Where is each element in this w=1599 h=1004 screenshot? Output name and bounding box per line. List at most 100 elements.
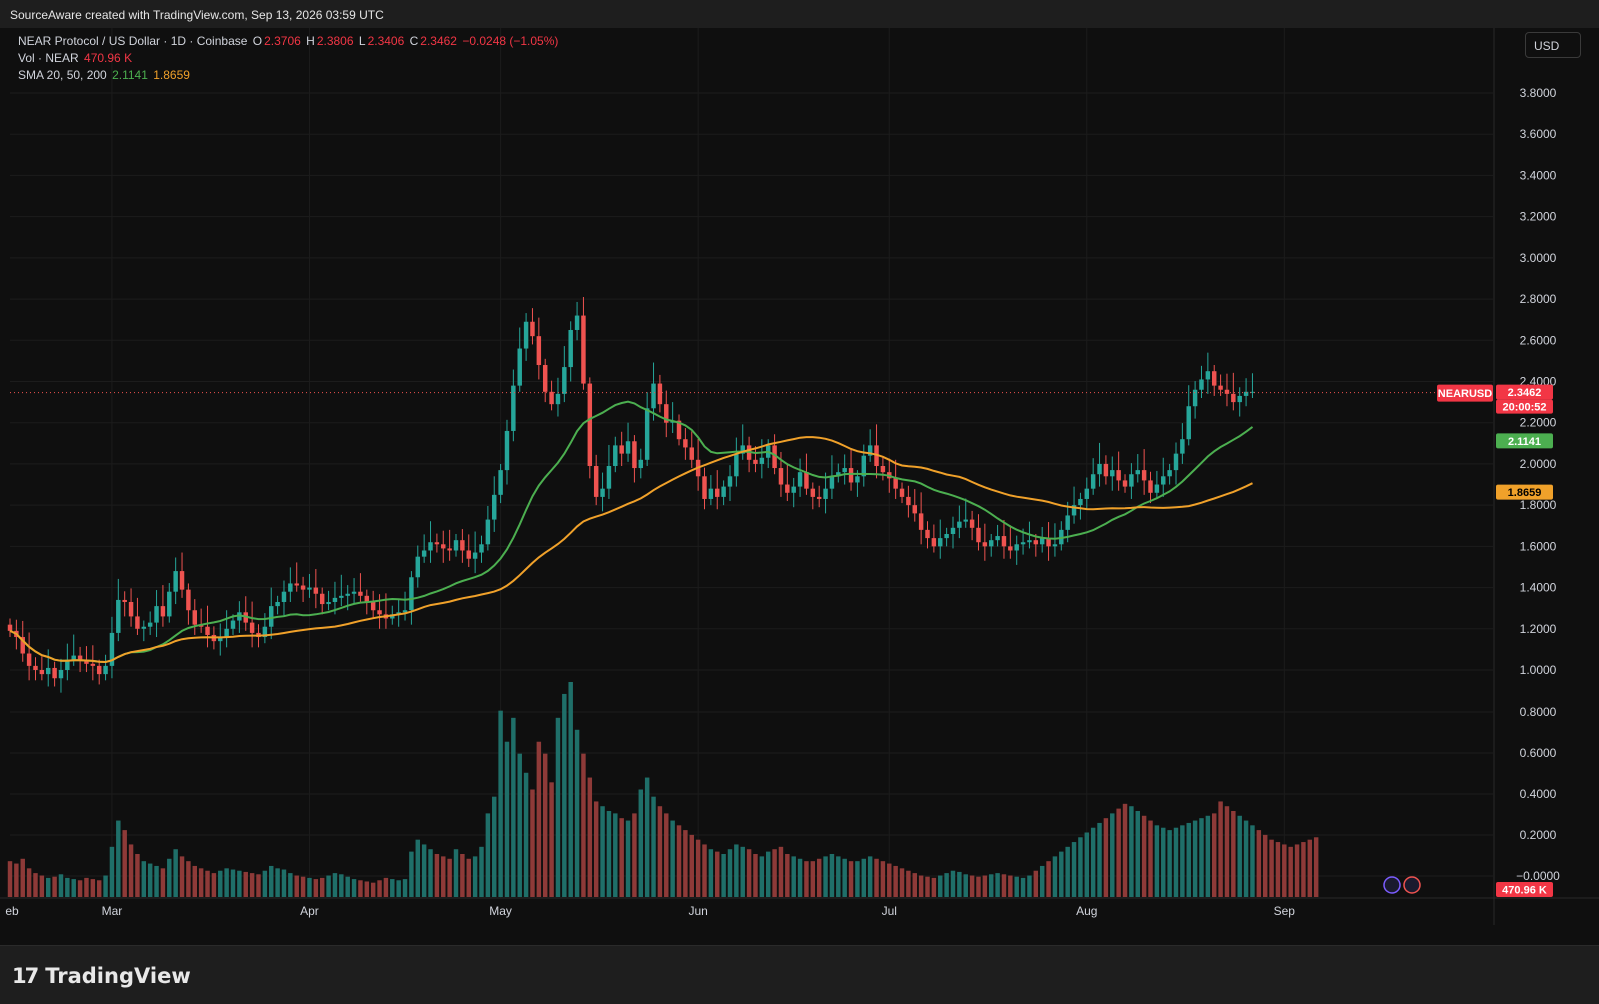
legend-volume-value: 470.96 K xyxy=(84,51,133,65)
candle-body xyxy=(600,488,605,497)
candle-body xyxy=(1039,538,1045,545)
y-tick-label: 0.4000 xyxy=(1520,787,1557,801)
volume-bar xyxy=(906,870,911,897)
volume-bar xyxy=(1033,870,1039,897)
candle-body xyxy=(925,529,930,539)
legend-sma-row: SMA 20, 50, 200 2.1141 1.8659 xyxy=(18,68,192,82)
volume-bar xyxy=(950,870,956,897)
volume-bar xyxy=(332,873,338,897)
y-axis-labels: 3.8000 3.6000 3.4000 3.2000 3.0000 2.8000 2.60… xyxy=(1516,86,1560,883)
candle-body xyxy=(797,472,803,487)
candle-body xyxy=(1173,453,1179,471)
volume-bar xyxy=(536,741,542,897)
volume-bar xyxy=(721,854,726,897)
candle-body xyxy=(842,468,847,473)
candle-body xyxy=(651,383,656,409)
tradingview-brand[interactable]: 17 TradingView xyxy=(12,964,191,988)
candle-body xyxy=(1020,542,1026,545)
candle-body xyxy=(689,447,694,460)
candle-body xyxy=(96,665,102,675)
volume-bar xyxy=(351,879,357,897)
legend-open-label: O xyxy=(252,34,263,48)
volume-bar xyxy=(26,868,32,897)
candle-body xyxy=(460,540,465,551)
volume-bar xyxy=(1313,837,1319,897)
volume-bar xyxy=(727,849,733,897)
candle-body xyxy=(581,315,586,384)
symbol-badge-text: NEARUSD xyxy=(1438,388,1492,400)
candle-body xyxy=(218,637,223,642)
volume-bar xyxy=(504,741,510,897)
candle-body xyxy=(683,439,688,448)
candle-body xyxy=(147,622,153,627)
volume-bar xyxy=(415,839,421,897)
footer-bar: 17 TradingView xyxy=(0,945,1599,1004)
volume-bar xyxy=(581,753,586,897)
volume-bar xyxy=(135,854,140,897)
candle-body xyxy=(1078,498,1083,506)
candle-body xyxy=(77,655,83,660)
candle-body xyxy=(606,465,612,489)
candle-body xyxy=(587,383,593,466)
legend-close-value: 2.3462 xyxy=(420,34,457,48)
candle-body xyxy=(402,610,408,613)
candle-body xyxy=(466,550,471,559)
candle-body xyxy=(65,659,70,670)
candle-body xyxy=(912,505,917,514)
candle-body xyxy=(1065,515,1070,530)
currency-button[interactable]: USD xyxy=(1525,32,1581,58)
volume-bar xyxy=(887,863,892,897)
candle-body xyxy=(555,393,561,405)
volume-bar xyxy=(390,879,395,897)
y-tick-label: 1.0000 xyxy=(1520,663,1557,677)
volume-bar xyxy=(1288,846,1293,897)
y-tick-label: 3.0000 xyxy=(1520,251,1557,265)
candle-body xyxy=(829,476,835,489)
y-tick-label: 1.6000 xyxy=(1520,539,1557,553)
volume-bar xyxy=(256,874,261,897)
sma20-line xyxy=(9,400,1254,664)
sma50-line xyxy=(9,436,1253,664)
candle-body xyxy=(345,593,350,596)
candle-body xyxy=(281,591,287,602)
candle-body xyxy=(441,544,446,549)
volume-bar xyxy=(364,881,370,897)
candle-body xyxy=(26,653,32,666)
candle-body xyxy=(1097,463,1102,475)
volume-bar xyxy=(383,877,389,897)
candle-body xyxy=(906,496,911,506)
sma50-badge-text: 1.8659 xyxy=(1508,487,1542,499)
candle-body xyxy=(644,408,650,460)
volume-bar xyxy=(931,877,937,897)
volume-bar xyxy=(1039,865,1045,897)
candle-body xyxy=(638,459,644,469)
volume-bar xyxy=(1301,842,1306,897)
volume-bar xyxy=(982,875,988,897)
candle-body xyxy=(230,620,236,629)
price-chart[interactable]: 3.8000 3.6000 3.4000 3.2000 3.0000 2.8000 2.60… xyxy=(0,28,1599,945)
volume-bar xyxy=(517,753,522,897)
volume-bar xyxy=(211,873,217,897)
candle-body xyxy=(1192,389,1198,407)
volume-bar xyxy=(1231,811,1236,897)
volume-bar xyxy=(1243,820,1249,897)
candle-body xyxy=(816,496,822,499)
candle-body xyxy=(855,476,860,483)
volume-bar xyxy=(453,849,459,897)
volume-bar xyxy=(689,834,694,897)
legend-volume-label: Vol · NEAR xyxy=(18,51,79,65)
y-tick-label: 2.2000 xyxy=(1520,416,1557,430)
volume-bar xyxy=(141,861,147,897)
candle-body xyxy=(269,606,274,627)
candle-body xyxy=(358,591,363,596)
candle-body xyxy=(122,599,127,602)
volume-bar xyxy=(1020,877,1026,897)
candle-body xyxy=(613,445,618,466)
volume-bar xyxy=(1027,875,1032,897)
volume-bar xyxy=(944,873,949,897)
price-badge-bg xyxy=(1496,384,1553,400)
candle-body xyxy=(1211,371,1217,386)
legend-high-label: H xyxy=(306,34,315,48)
volume-bar xyxy=(96,880,102,897)
y-tick-label: −0.0000 xyxy=(1516,869,1560,883)
